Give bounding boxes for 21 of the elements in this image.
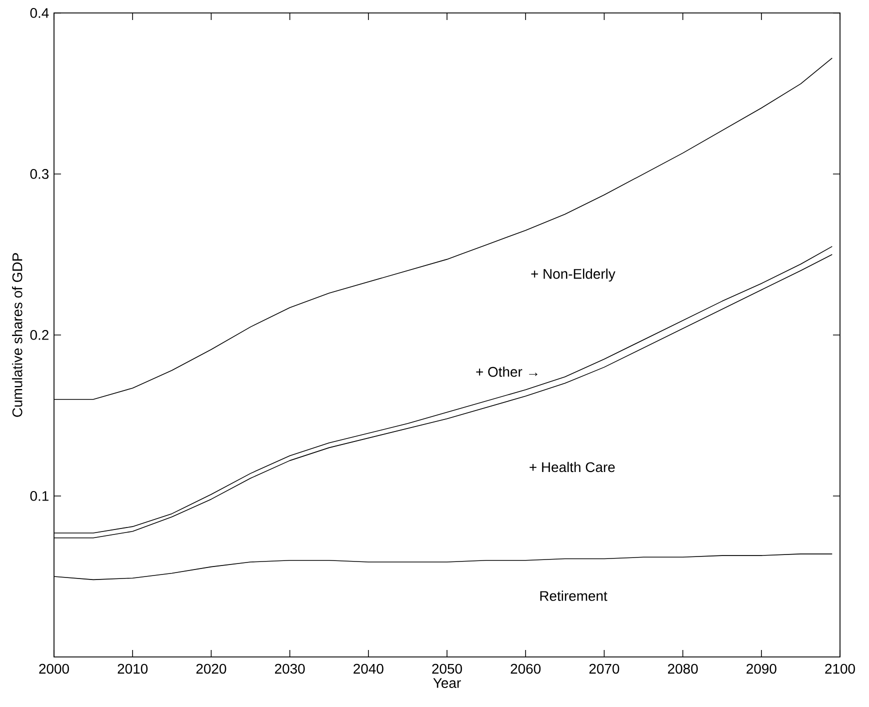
annotation: Retirement [540, 590, 608, 601]
x-tick-label: 2030 [274, 664, 305, 674]
annotation: + Non-Elderly [531, 268, 616, 282]
x-tick-label: 2020 [196, 664, 226, 674]
y-axis-title: Cumulative shares of GDP [12, 253, 22, 417]
annotation: + Other → [476, 366, 538, 377]
x-axis-title: Year [433, 678, 461, 688]
x-tick-label: 2050 [432, 664, 462, 674]
x-tick-label: 2090 [746, 664, 776, 674]
x-tick-label: 2070 [589, 664, 620, 674]
x-tick-label: 2060 [510, 664, 541, 674]
x-tick-label: 2100 [825, 664, 855, 674]
annotation: + Health Care [530, 462, 615, 472]
x-tick-label: 2010 [118, 664, 148, 674]
x-tick-label: 2080 [668, 664, 698, 674]
y-tick-label: 0.1 [30, 491, 48, 501]
y-tick-label: 0.4 [30, 8, 49, 18]
y-tick-label: 0.3 [30, 169, 49, 179]
y-tick-label: 0.2 [30, 330, 48, 340]
x-tick-label: 2040 [354, 664, 384, 674]
x-tick-label: 2000 [39, 664, 69, 674]
